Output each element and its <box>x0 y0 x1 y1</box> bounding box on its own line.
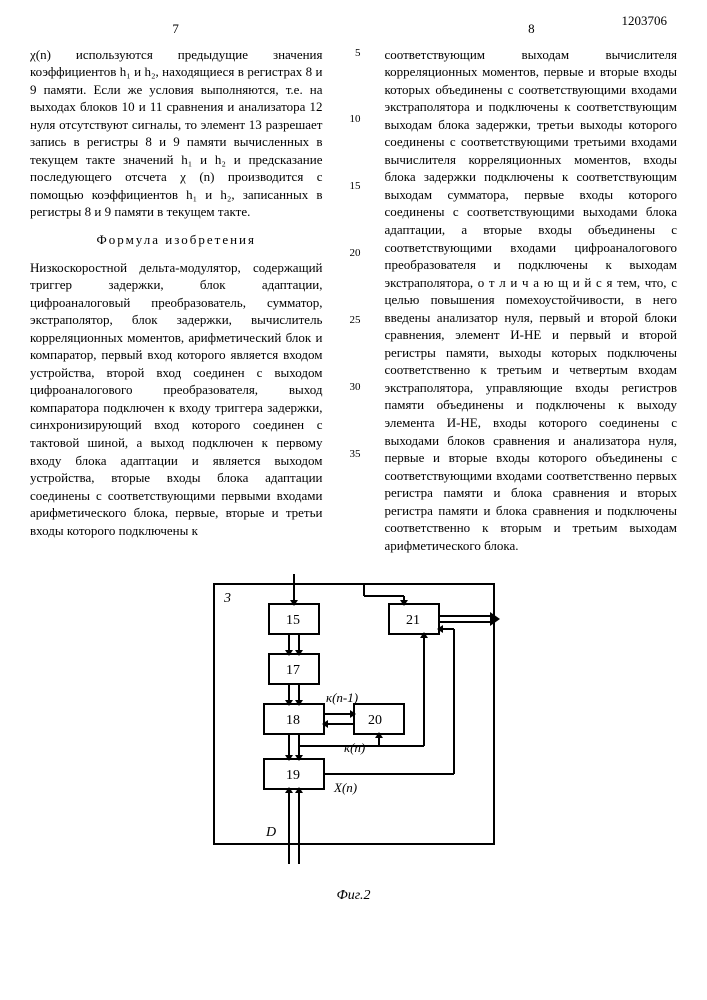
right-para-1: соответствующим выходам вычислителя корр… <box>385 46 678 555</box>
line-marker: 25 <box>347 313 361 328</box>
label-kn1: к(n-1) <box>326 690 358 705</box>
line-marker: 10 <box>347 112 361 127</box>
line-marker: 15 <box>347 179 361 194</box>
figure-diagram: 3 15 21 17 18 20 19 <box>194 574 514 874</box>
block-17-label: 17 <box>286 663 300 678</box>
label-xn: X(n) <box>333 780 357 795</box>
block-20-label: 20 <box>368 713 382 728</box>
line-number-gutter: 5 10 15 20 25 30 35 <box>347 46 361 555</box>
outer-label: 3 <box>223 591 231 606</box>
block-15-label: 15 <box>286 613 300 628</box>
page-number-row: 7 8 <box>30 20 677 38</box>
doc-number: 1203706 <box>622 12 668 30</box>
left-column: χ(n) используются предыдущие значения ко… <box>30 46 323 555</box>
line-marker: 20 <box>347 246 361 261</box>
figure-caption: Фиг.2 <box>30 887 677 906</box>
left-para-2: Низкоскоростной дельта-модулятор, содерж… <box>30 259 323 540</box>
right-column: соответствующим выходам вычислителя корр… <box>385 46 678 555</box>
text-columns: χ(n) используются предыдущие значения ко… <box>30 46 677 555</box>
label-d: D <box>265 825 276 840</box>
block-21-label: 21 <box>406 613 420 628</box>
page-number-left: 7 <box>30 20 321 38</box>
left-para-1: χ(n) используются предыдущие значения ко… <box>30 46 323 221</box>
label-kn: к(n) <box>344 740 365 755</box>
line-marker: 30 <box>347 380 361 395</box>
block-19-label: 19 <box>286 768 300 783</box>
line-marker: 35 <box>347 447 361 462</box>
line-marker: 5 <box>347 46 361 61</box>
formula-title: Формула изобретения <box>30 231 323 249</box>
figure-container: 3 15 21 17 18 20 19 <box>30 574 677 905</box>
block-18-label: 18 <box>286 713 300 728</box>
